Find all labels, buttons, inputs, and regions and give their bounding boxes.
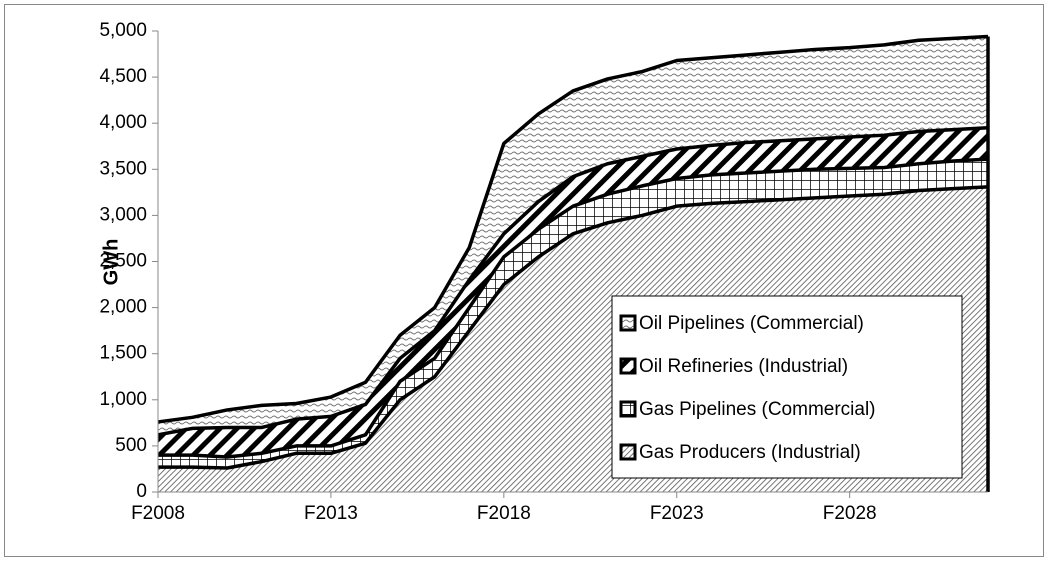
y-tick-label: 4,500 xyxy=(99,66,147,87)
y-tick-label: 5,000 xyxy=(99,20,147,41)
area-edge xyxy=(157,34,989,424)
legend-label: Oil Refineries (Industrial) xyxy=(639,356,848,377)
legend-swatch xyxy=(619,400,637,418)
legend-label: Oil Pipelines (Commercial) xyxy=(639,313,864,334)
legend-swatch xyxy=(619,314,637,332)
legend-box xyxy=(611,295,963,479)
x-tick-label: F2023 xyxy=(650,503,704,524)
area-edge xyxy=(158,157,989,459)
x-tick-label: F2008 xyxy=(131,503,185,524)
area-edge xyxy=(158,185,989,470)
y-tick-label: 2,500 xyxy=(99,251,147,272)
legend-swatch xyxy=(619,443,637,461)
x-tick-label: F2018 xyxy=(477,503,531,524)
y-tick-label: 4,000 xyxy=(99,112,147,133)
legend: Oil Pipelines (Commercial) Oil Refineries… xyxy=(611,295,963,479)
y-tick-label: 1,500 xyxy=(99,343,147,364)
area-edge xyxy=(157,126,989,437)
x-tick-label: F2028 xyxy=(823,503,877,524)
y-tick-label: 1,000 xyxy=(99,389,147,410)
y-tick-label: 500 xyxy=(115,435,147,456)
x-tick-label: F2013 xyxy=(304,503,358,524)
y-tick-label: 3,500 xyxy=(99,158,147,179)
legend-swatch xyxy=(619,357,637,375)
y-tick-label: 0 xyxy=(136,481,147,502)
y-tick-label: 2,000 xyxy=(99,297,147,318)
area xyxy=(158,36,988,435)
area xyxy=(158,159,988,469)
legend-label: Gas Pipelines (Commercial) xyxy=(639,399,876,420)
y-axis-label: GWh xyxy=(100,239,122,286)
y-tick-label: 3,000 xyxy=(99,204,147,225)
legend-label: Gas Producers (Industrial) xyxy=(639,442,861,463)
area xyxy=(158,127,988,457)
